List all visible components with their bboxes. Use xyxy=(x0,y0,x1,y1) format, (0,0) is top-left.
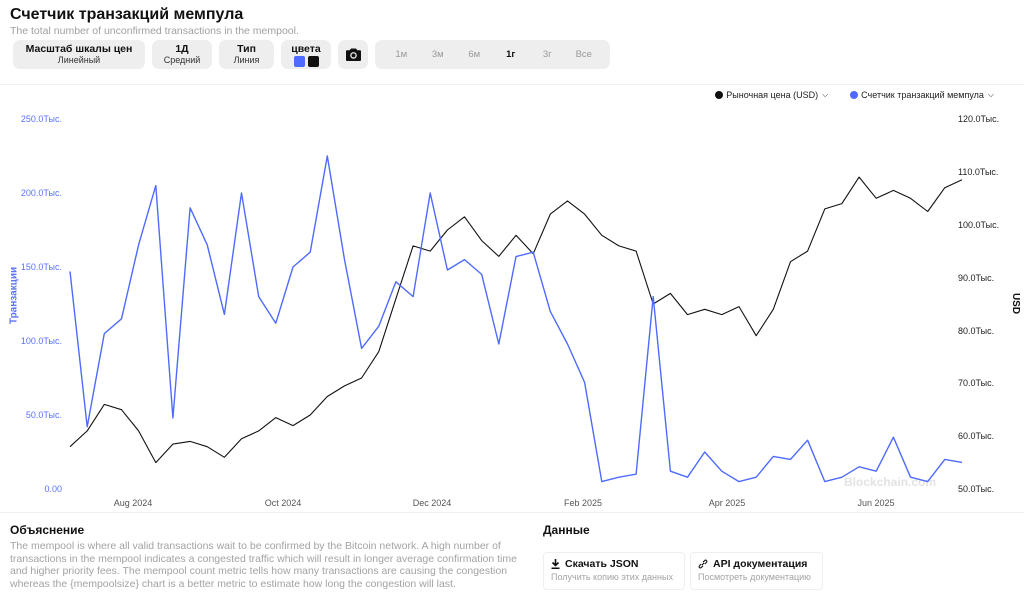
y-tick-right: 110.0Тыс. xyxy=(958,167,999,177)
chart-legend: Рыночная цена (USD) ⌵ Счетчик транзакций… xyxy=(715,90,994,100)
link-icon xyxy=(698,559,708,569)
divider xyxy=(0,84,1024,85)
y-tick-right: 120.0Тыс. xyxy=(958,114,1000,124)
legend-price-label: Рыночная цена (USD) xyxy=(726,90,819,100)
mempool-line xyxy=(69,155,963,483)
chart-type-button[interactable]: Тип Линия xyxy=(219,40,274,69)
api-docs-label: API документация xyxy=(713,558,808,570)
download-json-sub: Получить копию этих данных xyxy=(551,572,673,582)
x-tick: Aug 2024 xyxy=(113,498,153,508)
range-1m[interactable]: 1м xyxy=(395,49,408,60)
x-tick: Apr 2025 xyxy=(708,498,746,508)
chart-type-value: Линия xyxy=(233,55,260,65)
y-tick-left: 50.0Тыс. xyxy=(25,410,62,420)
x-tick: Jun 2025 xyxy=(857,498,895,508)
x-tick: Feb 2025 xyxy=(563,498,603,508)
price-dot-icon xyxy=(715,91,724,99)
api-docs-button[interactable]: API документация Посмотреть документацию xyxy=(690,552,823,590)
x-tick: Oct 2024 xyxy=(264,498,302,508)
y-tick-right: 50.0Тыс. xyxy=(958,484,995,494)
legend-mempool-label: Счетчик транзакций мемпула xyxy=(861,90,984,100)
time-range-selector: 1м 3м 6м 1г 3г Все xyxy=(375,40,610,69)
period-value: Средний xyxy=(163,55,201,65)
range-3m[interactable]: 3м xyxy=(431,49,444,60)
page-title: Счетчик транзакций мемпула xyxy=(10,6,244,23)
price-line xyxy=(69,176,963,464)
divider xyxy=(0,512,1024,513)
y-tick-right: 90.0Тыс. xyxy=(958,273,995,283)
legend-item-mempool[interactable]: Счетчик транзакций мемпула ⌵ xyxy=(850,90,994,100)
legend-item-price[interactable]: Рыночная цена (USD) ⌵ xyxy=(715,90,828,100)
price-scale-label: Масштаб шкалы цен xyxy=(25,43,133,55)
y-tick-left: 0.00 xyxy=(44,484,62,494)
y-tick-right: 100.0Тыс. xyxy=(958,220,1000,230)
y-tick-left: 200.0Тыс. xyxy=(20,188,62,198)
page-subtitle: The total number of unconfirmed transact… xyxy=(10,25,299,37)
data-section-title: Данные xyxy=(543,523,590,537)
camera-icon xyxy=(345,48,361,61)
colors-label: цвета xyxy=(291,42,321,55)
range-all[interactable]: Все xyxy=(575,49,592,60)
mempool-color-swatch[interactable] xyxy=(293,55,305,67)
range-1y[interactable]: 1г xyxy=(506,49,516,60)
api-docs-sub: Посмотреть документацию xyxy=(698,572,811,582)
y-tick-right: 80.0Тыс. xyxy=(958,326,995,336)
explanation-text: The mempool is where all valid transacti… xyxy=(10,540,517,590)
y-tick-left: 250.0Тыс. xyxy=(20,114,62,124)
y-tick-right: 70.0Тыс. xyxy=(958,378,995,388)
price-color-swatch[interactable] xyxy=(307,55,319,67)
download-icon xyxy=(551,559,560,569)
period-button[interactable]: 1Д Средний xyxy=(152,40,212,69)
download-json-label: Скачать JSON xyxy=(565,558,639,570)
chevron-down-icon: ⌵ xyxy=(987,90,994,99)
y-tick-right: 60.0Тыс. xyxy=(958,431,995,441)
chevron-down-icon: ⌵ xyxy=(822,90,829,99)
chart-toolbar: Масштаб шкалы цен Линейный 1Д Средний Ти… xyxy=(13,40,610,69)
x-tick: Dec 2024 xyxy=(412,498,452,508)
download-json-button[interactable]: Скачать JSON Получить копию этих данных xyxy=(543,552,685,590)
colors-button[interactable]: цвета xyxy=(281,40,331,69)
range-6m[interactable]: 6м xyxy=(468,49,481,60)
mempool-dot-icon xyxy=(850,91,859,99)
chart-type-label: Тип xyxy=(237,43,256,55)
y-tick-left: 100.0Тыс. xyxy=(20,336,62,346)
explanation-title: Объяснение xyxy=(10,523,85,537)
price-scale-button[interactable]: Масштаб шкалы цен Линейный xyxy=(13,40,145,69)
y-tick-left: 150.0Тыс. xyxy=(20,262,62,272)
screenshot-button[interactable] xyxy=(338,40,368,69)
price-scale-value: Линейный xyxy=(57,55,101,65)
range-3y[interactable]: 3г xyxy=(542,49,552,60)
period-label: 1Д xyxy=(175,43,189,55)
